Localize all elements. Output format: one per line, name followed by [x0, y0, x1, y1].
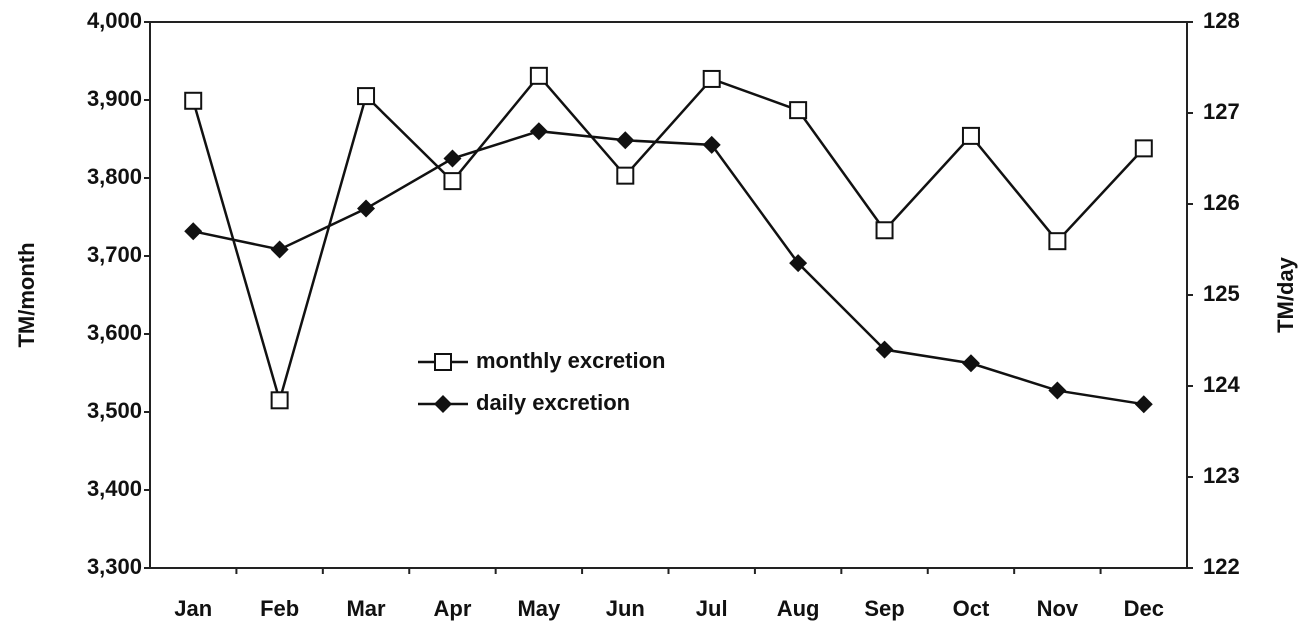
series-line: [192, 73, 1145, 405]
y-tick-label: 3,700: [87, 242, 142, 267]
x-tick-label: May: [517, 596, 561, 621]
x-tick-label: Sep: [864, 596, 904, 621]
marker: [789, 254, 808, 273]
marker: [961, 126, 980, 145]
marker: [529, 66, 548, 85]
marker: [616, 131, 635, 150]
y-tick-label: 3,300: [87, 554, 142, 579]
x-tick-label: Nov: [1037, 596, 1079, 621]
marker: [443, 149, 462, 168]
x-tick-label: Feb: [260, 596, 299, 621]
y2-tick-label: 125: [1203, 281, 1240, 306]
y-axis-title: TM/month: [14, 242, 39, 347]
x-tick-label: Aug: [777, 596, 820, 621]
marker: [961, 354, 980, 373]
marker: [270, 391, 289, 410]
marker: [875, 340, 894, 359]
marker: [184, 91, 203, 110]
marker: [1048, 232, 1067, 251]
marker: [270, 240, 289, 259]
x-tick-label: Dec: [1124, 596, 1164, 621]
marker: [1048, 381, 1067, 400]
y2-tick-label: 123: [1203, 463, 1240, 488]
marker: [702, 135, 721, 154]
legend-marker: [434, 353, 452, 371]
y-tick-label: 3,800: [87, 164, 142, 189]
x-tick-label: Apr: [434, 596, 472, 621]
y2-tick-label: 126: [1203, 190, 1240, 215]
x-tick-label: Jun: [606, 596, 645, 621]
marker: [789, 101, 808, 120]
x-tick-label: Jan: [174, 596, 212, 621]
y-tick-label: 3,400: [87, 476, 142, 501]
legend-label: daily excretion: [476, 390, 630, 415]
marker: [1134, 139, 1153, 158]
y2-tick-label: 127: [1203, 99, 1240, 124]
y2-tick-label: 128: [1203, 8, 1240, 33]
marker: [702, 69, 721, 88]
marker: [529, 122, 548, 141]
marker: [1134, 395, 1153, 414]
plot-frame: [149, 21, 1188, 569]
x-tick-label: Mar: [346, 596, 386, 621]
y-tick-label: 4,000: [87, 8, 142, 33]
marker: [357, 87, 376, 106]
marker: [616, 166, 635, 185]
series-line: [192, 129, 1144, 406]
x-tick-label: Oct: [953, 596, 990, 621]
y2-tick-label: 124: [1203, 372, 1240, 397]
y-tick-label: 3,500: [87, 398, 142, 423]
marker: [357, 199, 376, 218]
y2-tick-label: 122: [1203, 554, 1240, 579]
y2-axis-title: TM/day: [1273, 256, 1298, 333]
legend-label: monthly excretion: [476, 348, 665, 373]
x-tick-label: Jul: [696, 596, 728, 621]
y-tick-label: 3,900: [87, 86, 142, 111]
legend-marker: [434, 395, 452, 413]
y-tick-label: 3,600: [87, 320, 142, 345]
marker: [875, 221, 894, 240]
marker: [184, 222, 203, 241]
marker: [443, 172, 462, 191]
